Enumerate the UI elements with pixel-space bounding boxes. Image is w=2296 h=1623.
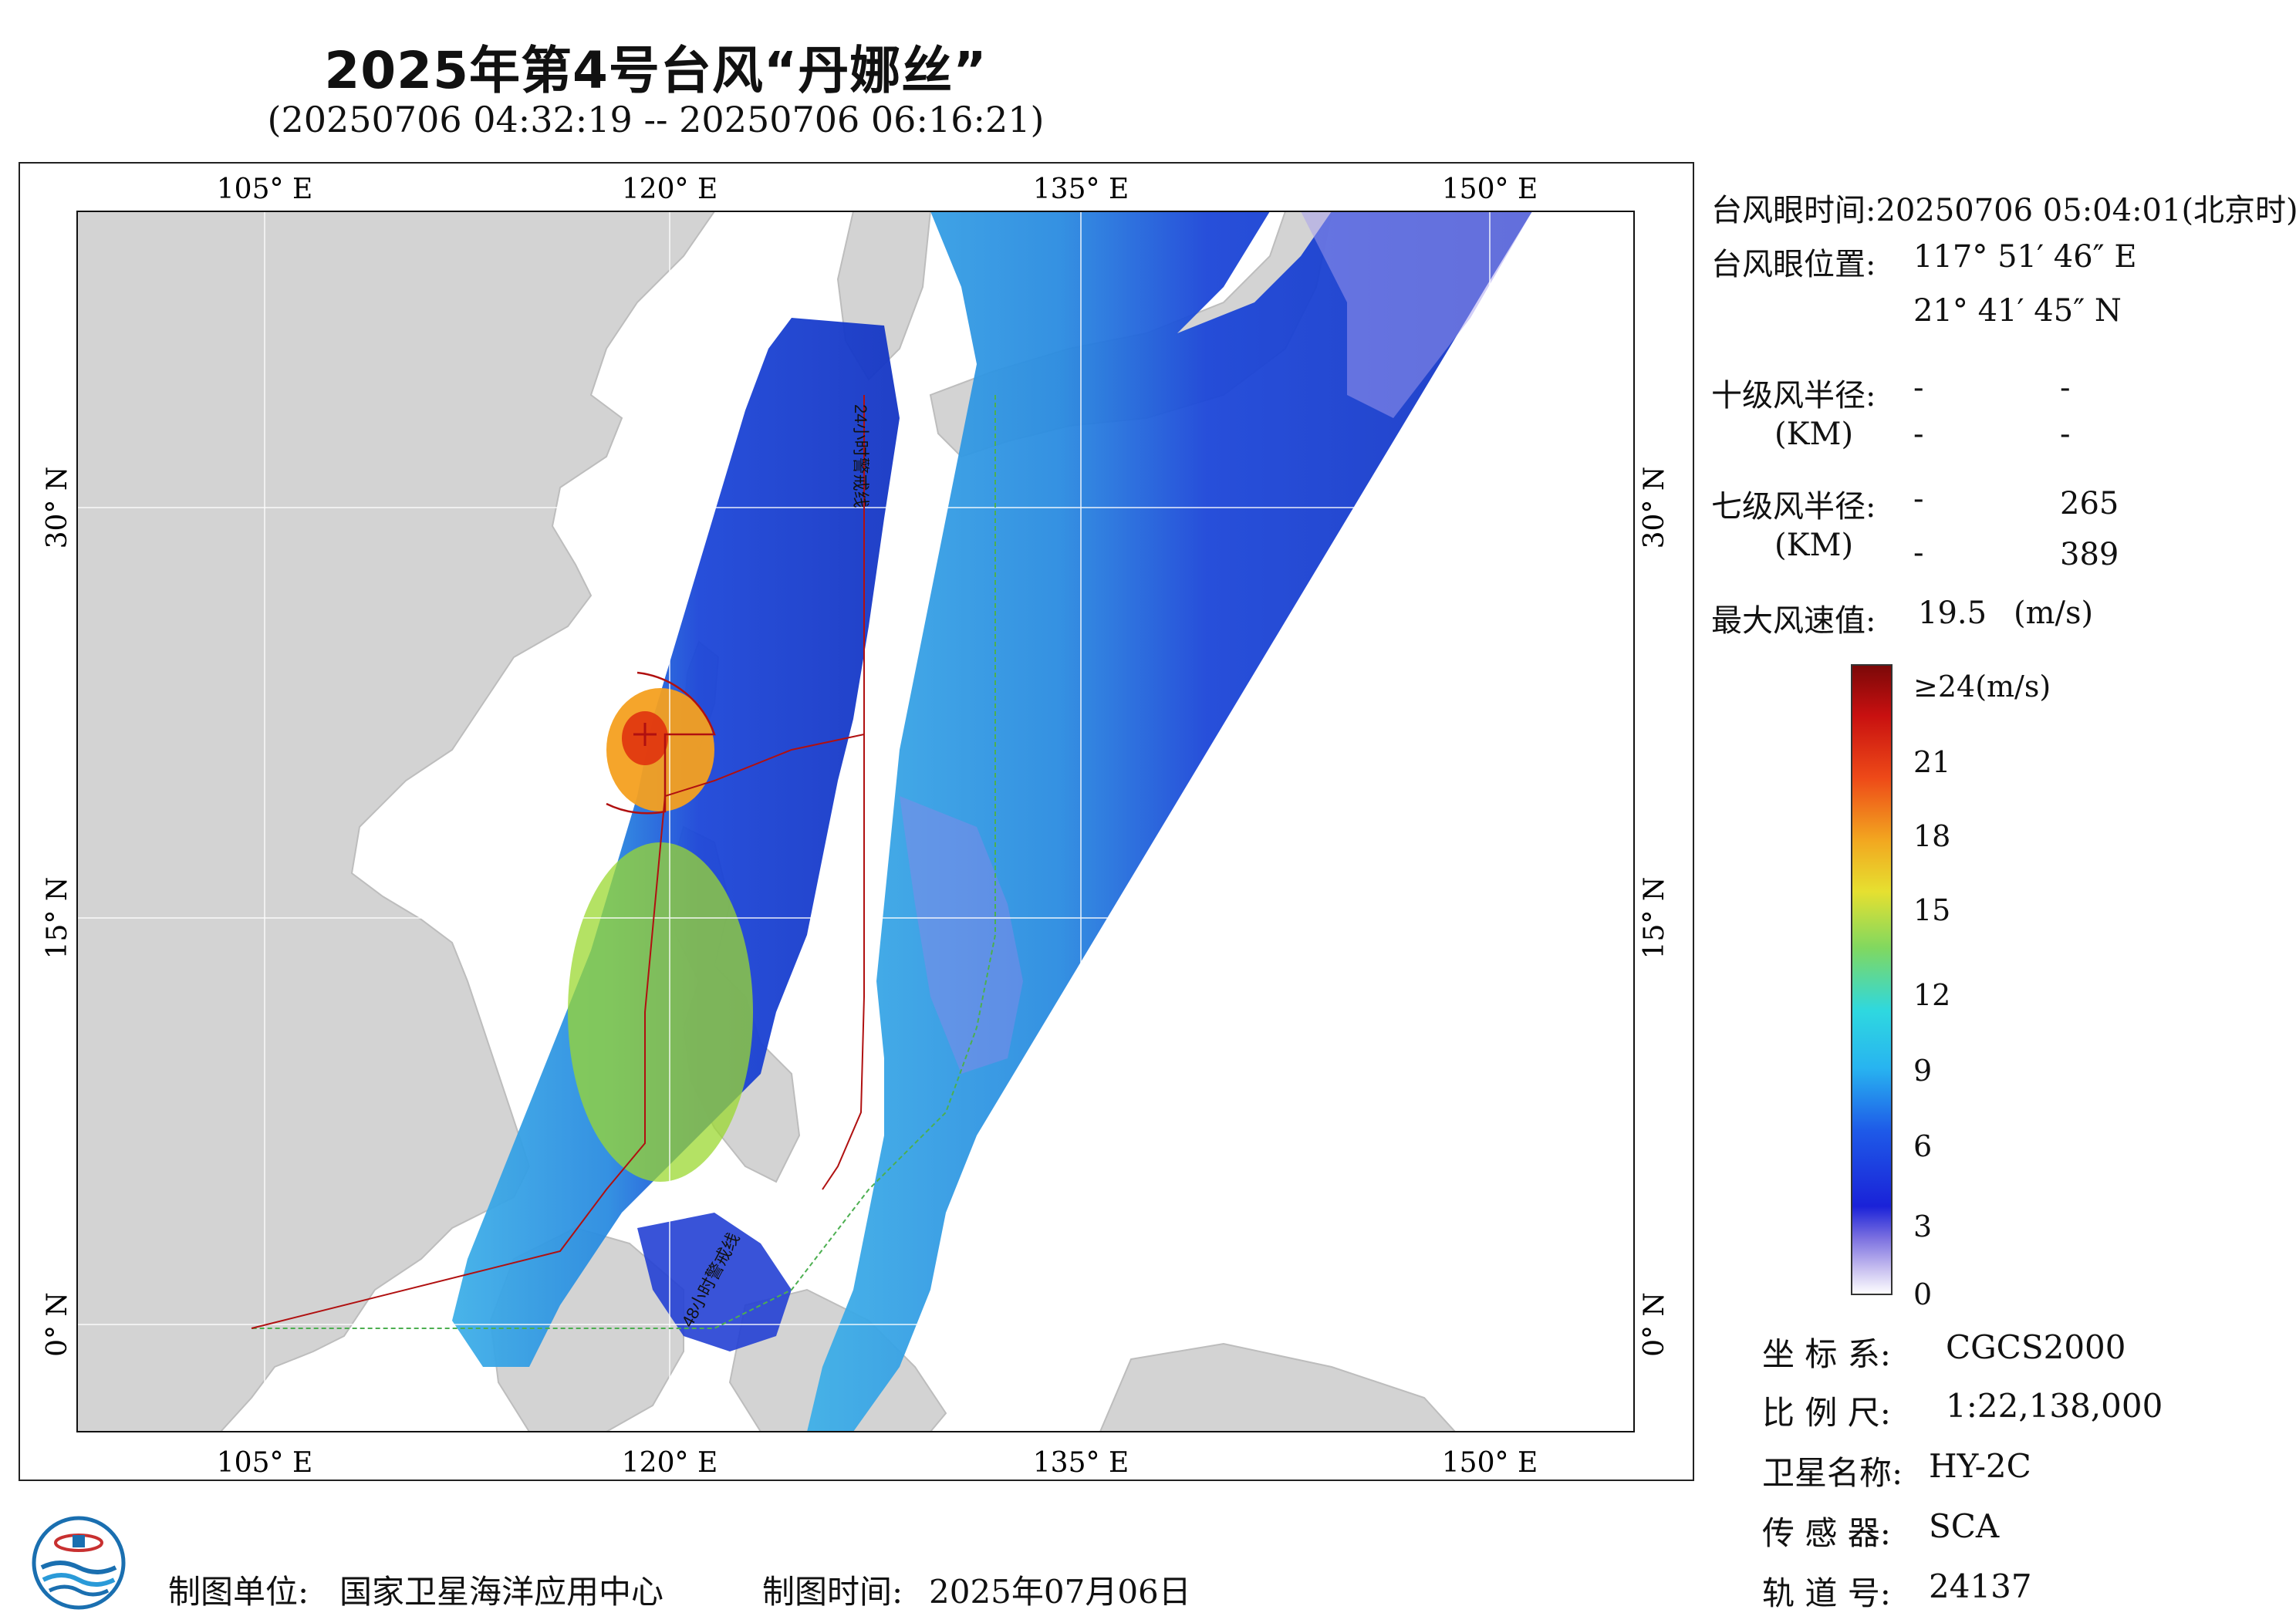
land-new-guinea bbox=[1099, 1342, 1457, 1432]
r7-value-1: - bbox=[1913, 481, 1924, 517]
sensor-label: 传 感 器: bbox=[1762, 1514, 1891, 1552]
map-title: 2025年第4号台风“丹娜丝” bbox=[324, 41, 988, 100]
eye-time-label: 台风眼时间: bbox=[1711, 193, 1876, 228]
typhoon-eye-icon bbox=[633, 723, 657, 746]
orbit-label: 轨 道 号: bbox=[1762, 1574, 1891, 1612]
colorbar-label-12: 12 bbox=[1913, 978, 1951, 1012]
lat-tick-left-30: 30° N bbox=[42, 467, 73, 549]
r7-value-4: 389 bbox=[2060, 537, 2119, 572]
r7-value-3: - bbox=[1913, 535, 1924, 571]
orbit-value: 24137 bbox=[1929, 1567, 2032, 1605]
max-wind-label: 最大风速值: bbox=[1711, 603, 1876, 639]
sensor-value: SCA bbox=[1929, 1507, 2000, 1545]
lon-tick-top-135: 135° E bbox=[1033, 174, 1129, 205]
maker-label: 制图单位: bbox=[168, 1573, 309, 1611]
colorbar-label-18: 18 bbox=[1913, 819, 1951, 853]
wind-map[interactable]: 24小时警戒线 48小时警戒线 105° E 120° E 135° E 150… bbox=[20, 164, 1693, 1480]
r10-value-3: - bbox=[1913, 417, 1924, 452]
colorbar-label-0: 0 bbox=[1913, 1277, 1933, 1311]
colorbar-label-3: 3 bbox=[1913, 1210, 1933, 1243]
swath-west bbox=[452, 318, 900, 1367]
lon-tick-top-150: 150° E bbox=[1442, 174, 1538, 205]
lat-tick-left-0: 0° N bbox=[42, 1292, 73, 1357]
nsoas-logo-icon bbox=[32, 1516, 126, 1610]
wind-radius-7 bbox=[606, 671, 716, 815]
graticule bbox=[77, 211, 1634, 1432]
eye-lat-value: 21° 41′ 45″ N bbox=[1913, 293, 2122, 329]
swath-south bbox=[637, 1213, 792, 1351]
swath-low-wind-core bbox=[900, 796, 1023, 1074]
satellite-value: HY-2C bbox=[1929, 1447, 2031, 1485]
warning-lines bbox=[251, 395, 996, 1329]
scale-label: 比 例 尺: bbox=[1762, 1394, 1891, 1432]
r10-unit: (KM) bbox=[1774, 417, 1854, 452]
r10-value-1: - bbox=[1913, 370, 1924, 406]
satellite-label: 卫星名称: bbox=[1762, 1454, 1903, 1492]
lon-tick-bottom-150: 150° E bbox=[1442, 1447, 1538, 1479]
r7-unit: (KM) bbox=[1774, 528, 1854, 563]
wind-speed-colorbar bbox=[1851, 664, 1893, 1295]
colorbar-label-21: 21 bbox=[1913, 745, 1951, 779]
crs-value: CGCS2000 bbox=[1946, 1328, 2126, 1366]
lon-tick-bottom-105: 105° E bbox=[217, 1447, 312, 1479]
lat-tick-right-0: 0° N bbox=[1639, 1292, 1670, 1357]
scale-value: 1:22,138,000 bbox=[1946, 1387, 2163, 1425]
lon-tick-top-120: 120° E bbox=[622, 174, 718, 205]
colorbar-label-15: 15 bbox=[1913, 893, 1951, 927]
land-asia bbox=[77, 211, 716, 1432]
swath-low-wind-north bbox=[1301, 211, 1532, 418]
map-frame: 24小时警戒线 48小时警戒线 105° E 120° E 135° E 150… bbox=[19, 162, 1694, 1481]
colorbar-label-6: 6 bbox=[1913, 1129, 1933, 1163]
lat-tick-right-30: 30° N bbox=[1639, 467, 1670, 549]
eye-lon-value: 117° 51′ 46″ E bbox=[1913, 239, 2137, 275]
date-label: 制图时间: bbox=[762, 1573, 903, 1611]
maker-value: 国家卫星海洋应用中心 bbox=[339, 1573, 664, 1611]
colorbar-label-24: ≥24(m/s) bbox=[1913, 670, 2051, 704]
r10-label: 十级风半径: bbox=[1711, 378, 1876, 413]
lon-tick-bottom-135: 135° E bbox=[1033, 1447, 1129, 1479]
swath-east bbox=[807, 211, 1532, 1432]
crs-label: 坐 标 系: bbox=[1762, 1335, 1891, 1373]
track-label-24h: 24小时警戒线 bbox=[851, 404, 870, 508]
r10-value-4: - bbox=[2060, 417, 2071, 452]
r7-label: 七级风半径: bbox=[1711, 489, 1876, 525]
swath-mid-wind bbox=[568, 842, 753, 1182]
colorbar-label-9: 9 bbox=[1913, 1054, 1933, 1088]
date-value: 2025年07月06日 bbox=[929, 1573, 1191, 1611]
lon-tick-top-105: 105° E bbox=[217, 174, 312, 205]
eye-time-value: 20250706 05:04:01(北京时) bbox=[1876, 193, 2296, 228]
typhoon-track bbox=[251, 734, 865, 1329]
warning-line-48h bbox=[252, 395, 996, 1329]
max-wind-unit: (m/s) bbox=[2014, 596, 2094, 631]
plot-border bbox=[76, 211, 1635, 1432]
lat-tick-left-15: 15° N bbox=[42, 877, 73, 960]
lat-tick-right-15: 15° N bbox=[1639, 877, 1670, 960]
lon-tick-bottom-120: 120° E bbox=[622, 1447, 718, 1479]
eye-pos-label: 台风眼位置: bbox=[1711, 247, 1876, 282]
map-subtitle: (20250706 04:32:19 -- 20250706 06:16:21) bbox=[267, 99, 1045, 140]
max-wind-value: 19.5 bbox=[1918, 596, 1987, 631]
warning-line-24h bbox=[822, 395, 865, 1190]
r7-value-2: 265 bbox=[2060, 486, 2119, 521]
r10-value-2: - bbox=[2060, 370, 2071, 406]
